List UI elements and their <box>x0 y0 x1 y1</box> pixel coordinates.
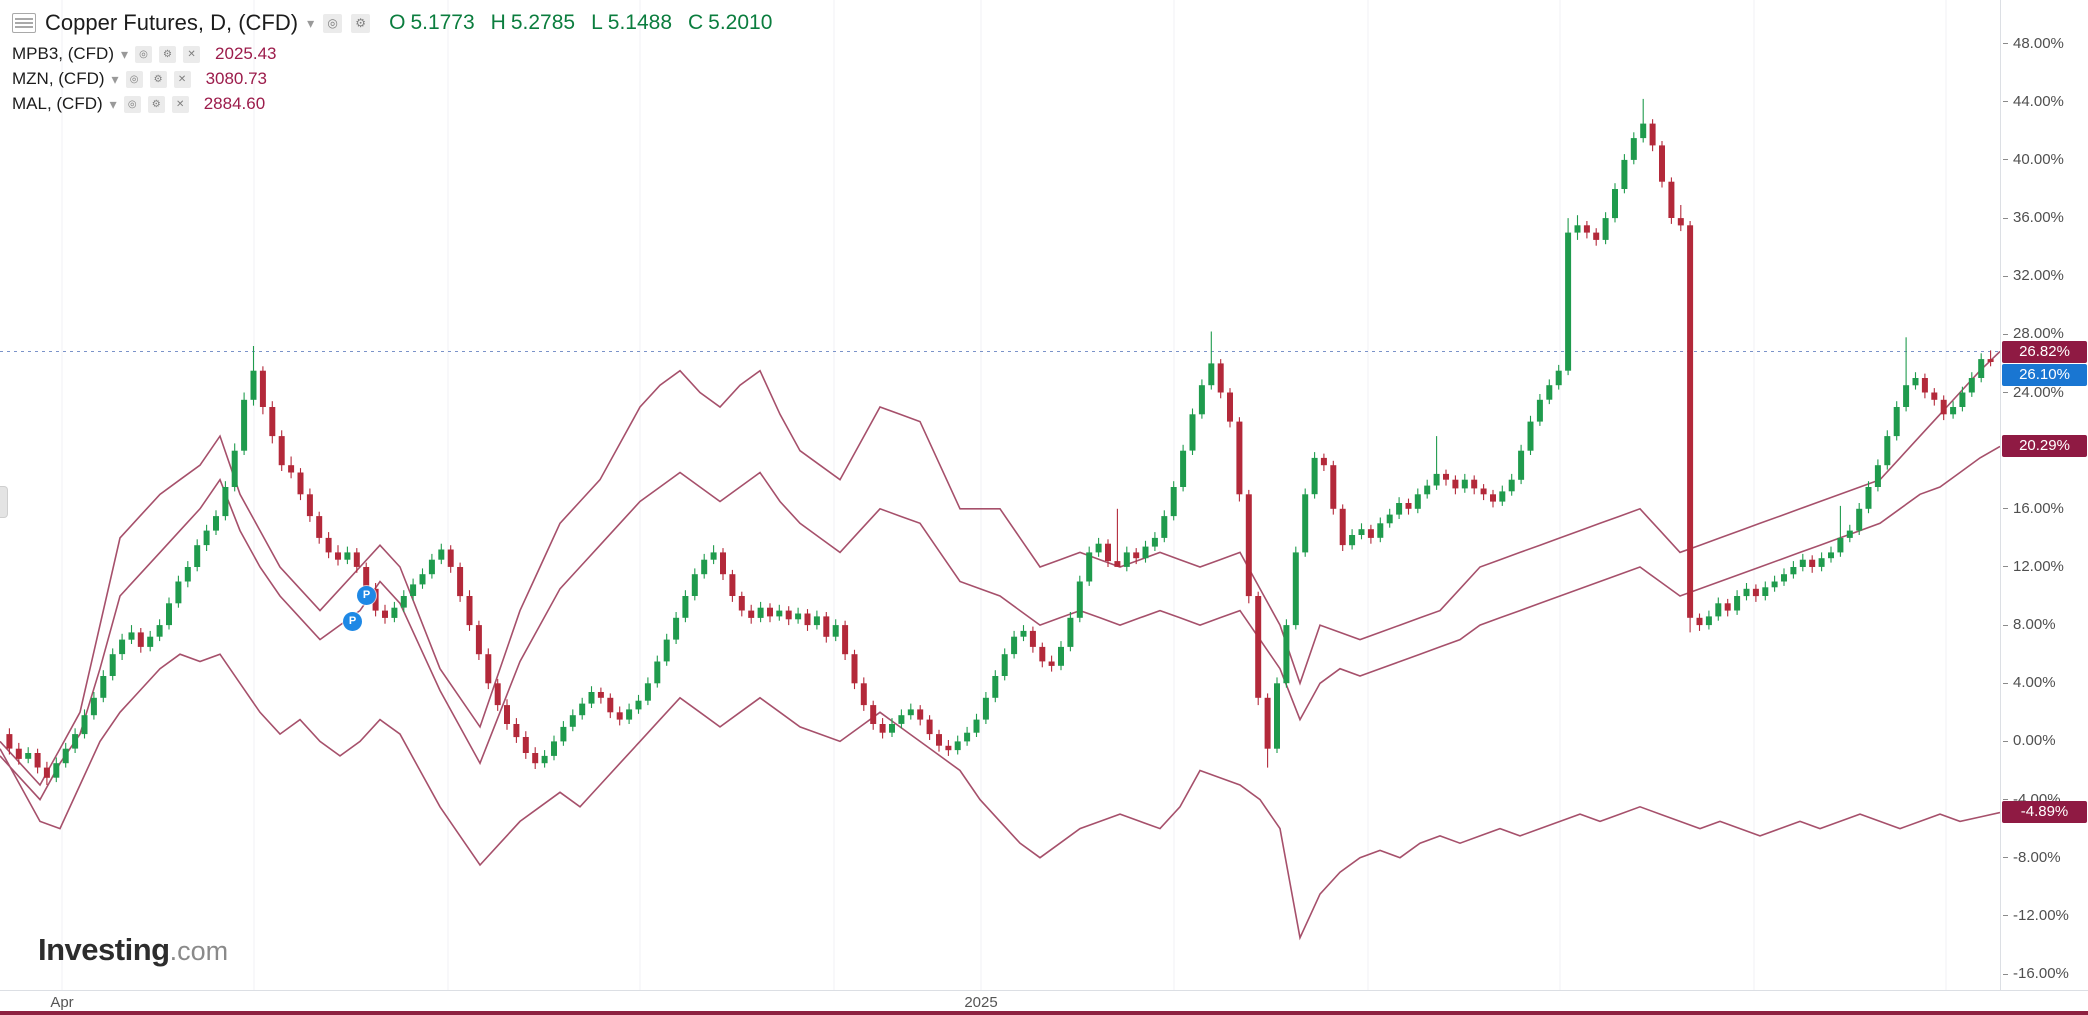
y-axis-tick: -16.00% <box>2001 965 2088 983</box>
close-icon[interactable]: ✕ <box>183 45 201 63</box>
x-axis-label: 2025 <box>964 994 998 1011</box>
eye-icon[interactable]: ◎ <box>123 95 141 113</box>
compare-symbol-value: 2025.43 <box>215 44 277 63</box>
candlestick-series <box>6 98 1994 785</box>
compare-price-badge: 20.29% <box>2002 435 2087 458</box>
y-axis-tick: 8.00% <box>2001 616 2088 634</box>
vertical-gridlines <box>61 0 1947 990</box>
y-axis-tick: 24.00% <box>2001 384 2088 402</box>
last-price-badge: 26.10% <box>2002 363 2087 386</box>
compare-price-badge: -4.89% <box>2002 801 2087 824</box>
compare-line-mzn <box>0 445 2000 801</box>
close-icon[interactable]: ✕ <box>173 70 191 88</box>
price-scale[interactable]: 48.00% 44.00% 40.00% 36.00% 32.00% 28.00% 24.0… <box>2000 0 2088 990</box>
gear-icon[interactable]: ⚙ <box>159 45 177 63</box>
compare-symbol-name[interactable]: MPB3, (CFD) <box>12 44 114 63</box>
logo-brand-text: Investing <box>38 932 170 967</box>
compare-symbol-name[interactable]: MZN, (CFD) <box>12 69 105 88</box>
y-axis-tick: -8.00% <box>2001 849 2088 867</box>
low-value: L 5.1488 <box>591 11 672 34</box>
logo-suffix-text: .com <box>169 936 229 966</box>
compare-symbol-value: 2884.60 <box>203 94 266 113</box>
eye-icon[interactable]: ◎ <box>323 13 343 33</box>
y-axis-tick: 0.00% <box>2001 732 2088 750</box>
comparison-lines <box>0 350 2000 941</box>
investing-logo[interactable]: Investing.com <box>38 932 228 968</box>
time-axis[interactable]: Apr 2025 <box>0 990 2088 1011</box>
y-axis-tick: 32.00% <box>2001 267 2088 285</box>
compare-line-mpb3 <box>0 350 2000 787</box>
close-value: C 5.2010 <box>688 11 773 34</box>
chevron-down-icon[interactable]: ▾ <box>121 45 129 62</box>
y-axis-tick: -12.00% <box>2001 907 2088 925</box>
position-marker[interactable]: P <box>357 585 376 605</box>
open-value: O 5.1773 <box>389 11 475 34</box>
y-axis-tick: 36.00% <box>2001 209 2088 227</box>
high-value: H 5.2785 <box>490 11 576 34</box>
close-icon[interactable]: ✕ <box>171 95 189 113</box>
compare-symbol-row: MAL, (CFD) ▾ ◎ ⚙ ✕ 2884.60 <box>12 94 772 114</box>
compare-symbol-value: 3080.73 <box>205 69 268 88</box>
ohlc-readout: O 5.1773 H 5.2785 L 5.1488 C 5.2010 <box>389 11 772 35</box>
y-axis-tick: 16.00% <box>2001 500 2088 518</box>
eye-icon[interactable]: ◎ <box>135 45 153 63</box>
compare-symbol-name[interactable]: MAL, (CFD) <box>12 94 103 113</box>
gear-icon[interactable]: ⚙ <box>147 95 165 113</box>
compare-price-badge: 26.82% <box>2002 340 2087 363</box>
compare-symbol-row: MZN, (CFD) ▾ ◎ ⚙ ✕ 3080.73 <box>12 69 772 89</box>
y-axis-tick: 28.00% <box>2001 325 2088 343</box>
chevron-down-icon[interactable]: ▾ <box>111 70 119 87</box>
gear-icon[interactable]: ⚙ <box>149 70 167 88</box>
eye-icon[interactable]: ◎ <box>125 70 143 88</box>
y-axis-tick: 12.00% <box>2001 558 2088 576</box>
gear-icon[interactable]: ⚙ <box>351 13 371 33</box>
price-chart-canvas[interactable] <box>0 0 2000 990</box>
position-marker[interactable]: P <box>343 611 362 631</box>
chart-panel-icon[interactable] <box>12 13 36 33</box>
y-axis-tick: 44.00% <box>2001 93 2088 111</box>
symbol-title[interactable]: Copper Futures, D, (CFD) <box>45 10 299 35</box>
x-axis-label: Apr <box>50 994 74 1011</box>
y-axis-tick: 40.00% <box>2001 151 2088 169</box>
bottom-accent-line <box>0 1011 2088 1015</box>
main-symbol-row: Copper Futures, D, (CFD) ▾ ◎ ⚙ O 5.1773 H… <box>12 10 772 36</box>
y-axis-tick: 4.00% <box>2001 674 2088 692</box>
chevron-down-icon[interactable]: ▾ <box>109 95 117 112</box>
chevron-down-icon[interactable]: ▾ <box>307 14 315 31</box>
compare-line-mal <box>0 653 2000 941</box>
side-toolbar-handle[interactable] <box>0 486 8 518</box>
y-axis-tick: 48.00% <box>2001 35 2088 53</box>
compare-symbol-row: MPB3, (CFD) ▾ ◎ ⚙ ✕ 2025.43 <box>12 44 772 64</box>
chart-legend: Copper Futures, D, (CFD) ▾ ◎ ⚙ O 5.1773 H… <box>12 10 772 119</box>
